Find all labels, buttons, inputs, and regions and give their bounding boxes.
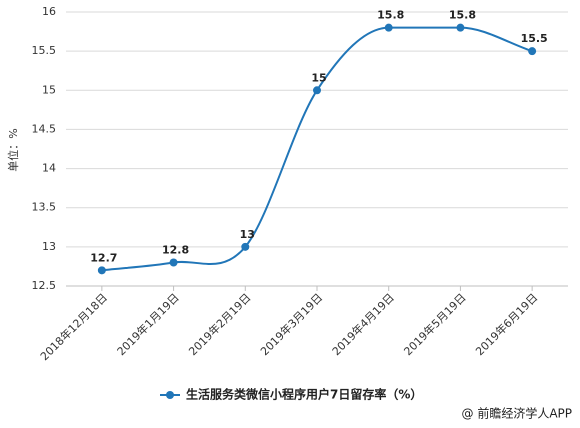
y-tick-label: 15 [42,83,56,96]
x-tick-label: 2019年1月19日 [114,290,182,358]
y-tick-label: 14.5 [32,122,57,135]
x-tick-label: 2019年4月19日 [329,290,397,358]
y-axis-label: 单位：% [6,128,20,171]
data-label: 13 [240,228,255,241]
data-label: 12.7 [90,251,117,264]
y-tick-label: 14 [42,162,56,175]
x-tick-label: 2019年2月19日 [186,290,254,358]
legend-marker [166,391,174,399]
data-point [169,258,178,267]
data-label: 15 [311,71,326,84]
data-point [97,266,106,275]
data-point [384,23,393,32]
data-label: 15.8 [377,9,404,22]
x-tick-label: 2019年6月19日 [473,290,541,358]
y-tick-label: 13 [42,240,56,253]
legend-label: 生活服务类微信小程序用户7日留存率（%） [186,387,422,402]
series-line [101,26,533,272]
x-tick-label: 2019年5月19日 [401,290,469,358]
y-tick-label: 15.5 [32,44,57,57]
source: @ 前瞻经济学人APP [462,406,573,421]
data-point [313,86,321,95]
data-label: 15.8 [449,9,476,22]
data-point [528,47,537,56]
x-tick-label: 2018年12月18日 [37,290,110,363]
y-tick-label: 13.5 [32,201,57,214]
data-point [241,242,250,251]
x-tick-label: 2019年3月19日 [257,290,325,358]
data-label: 15.5 [521,32,548,45]
data-point [456,23,465,32]
data-label: 12.8 [162,244,189,257]
y-tick-label: 16 [42,5,56,18]
y-tick-label: 12.5 [32,279,57,292]
